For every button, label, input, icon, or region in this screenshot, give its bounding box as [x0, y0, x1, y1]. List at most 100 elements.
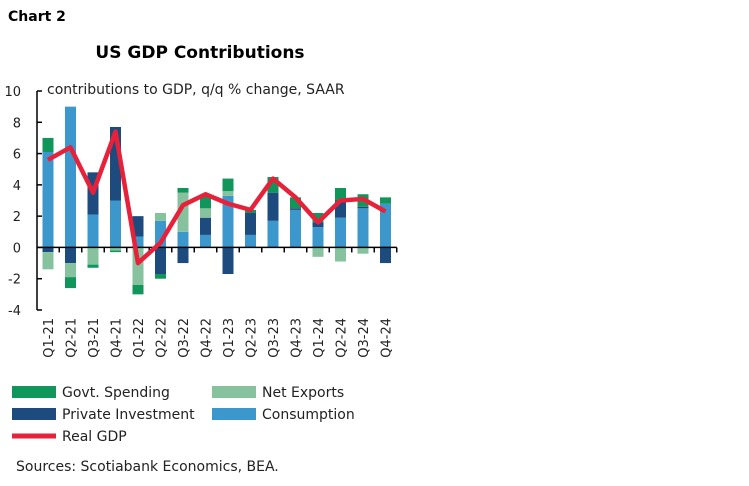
- bar-private-investment-Q2-22: [155, 247, 166, 275]
- bar-consumption-Q3-21: [87, 214, 99, 248]
- x-tick-label: Q1-21: [42, 318, 57, 358]
- bar-consumption-Q4-23: [290, 209, 301, 248]
- bar-private-investment-Q1-24: [312, 222, 324, 228]
- bar-govt-spending-Q1-24: [312, 213, 324, 223]
- legend: Govt. Spending Net Exports Private Investm…: [12, 385, 355, 445]
- bar-govt-spending-Q4-24: [380, 197, 391, 204]
- y-axis: -4 -2 0 2 4 6 8 10: [4, 85, 42, 319]
- gdp-line: [46, 129, 387, 266]
- y-tick-label: -2: [8, 273, 21, 288]
- legend-label: Govt. Spending: [62, 385, 170, 401]
- legend-label: Private Investment: [62, 407, 195, 423]
- chart-label: Chart 2: [8, 9, 66, 25]
- legend-swatch-net-exports: [212, 386, 256, 398]
- bar-net-exports-Q3-24: [357, 247, 369, 254]
- bar-net-exports-Q2-24: [335, 247, 346, 262]
- bar-consumption-Q3-23: [267, 220, 279, 248]
- bar-consumption-Q1-24: [312, 227, 324, 248]
- bar-net-exports-Q4-21: [110, 247, 121, 251]
- bar-govt-spending-Q3-21: [87, 264, 99, 268]
- bar-consumption-Q2-21: [65, 106, 76, 248]
- x-tick-label: Q3-22: [177, 318, 192, 358]
- x-tick-label: Q3-24: [357, 318, 372, 358]
- legend-swatch-consumption: [212, 408, 256, 420]
- bar-net-exports-Q1-21: [42, 252, 54, 270]
- legend-swatch-govt-spending: [12, 386, 56, 398]
- y-tick-label: 2: [13, 210, 21, 225]
- bar-private-investment-Q3-22: [177, 247, 189, 264]
- bar-govt-spending-Q1-21: [42, 137, 54, 153]
- bar-govt-spending-Q4-23: [290, 197, 301, 209]
- x-tick-label: Q4-23: [290, 318, 305, 358]
- line-real-gdp: [46, 129, 387, 266]
- bar-private-investment-Q4-22: [200, 217, 211, 235]
- bar-consumption-Q2-24: [335, 217, 346, 248]
- bar-private-investment-Q3-23: [267, 192, 279, 221]
- bar-consumption-Q3-24: [357, 208, 369, 248]
- bar-govt-spending-Q4-21: [110, 250, 121, 253]
- x-tick-label: Q1-23: [222, 318, 237, 358]
- chart-subtitle: contributions to GDP, q/q % change, SAAR: [47, 82, 345, 98]
- bar-consumption-Q4-22: [200, 234, 211, 248]
- bar-consumption-Q4-24: [380, 203, 391, 248]
- bar-private-investment-Q2-21: [65, 247, 76, 264]
- x-tick-label: Q2-23: [245, 318, 260, 358]
- legend-label: Consumption: [262, 407, 355, 423]
- x-tick-label: Q3-21: [87, 318, 102, 358]
- sources-note: Sources: Scotiabank Economics, BEA.: [16, 459, 279, 475]
- y-tick-label: 10: [4, 85, 21, 100]
- x-axis: Q1-21 Q2-21 Q3-21 Q4-21 Q1-22 Q2-22 Q3-22 Q4-22…: [37, 246, 398, 358]
- bar-private-investment-Q1-21: [42, 247, 54, 253]
- x-tick-label: Q1-24: [312, 318, 327, 358]
- y-tick-label: 0: [13, 241, 21, 256]
- bar-consumption-Q2-22: [155, 220, 166, 248]
- bar-govt-spending-Q2-21: [65, 277, 76, 289]
- bar-consumption-Q1-21: [42, 152, 54, 248]
- chart-title: US GDP Contributions: [95, 43, 304, 63]
- bar-net-exports-Q1-23: [222, 191, 234, 196]
- x-tick-label: Q2-24: [335, 318, 350, 358]
- bar-net-exports-Q1-22: [132, 247, 144, 285]
- bar-net-exports-Q1-24: [312, 247, 324, 257]
- bar-net-exports-Q2-22: [155, 213, 166, 221]
- y-tick-label: 6: [13, 148, 21, 163]
- bar-private-investment-Q4-21: [110, 126, 121, 201]
- bar-private-investment-Q3-24: [357, 206, 369, 209]
- bar-net-exports-Q3-21: [87, 247, 99, 265]
- legend-label: Net Exports: [262, 385, 344, 401]
- bar-net-exports-Q2-21: [65, 263, 76, 278]
- bar-private-investment-Q4-23: [290, 208, 301, 210]
- bar-govt-spending-Q4-22: [200, 195, 211, 209]
- x-tick-label: Q4-22: [200, 318, 215, 358]
- bar-consumption-Q1-23: [222, 195, 234, 248]
- bar-govt-spending-Q3-23: [267, 177, 279, 193]
- x-tick-label: Q4-21: [110, 318, 125, 358]
- bar-consumption-Q4-21: [110, 200, 121, 248]
- y-tick-label: -4: [8, 304, 21, 319]
- bar-consumption-Q2-23: [245, 234, 256, 248]
- x-tick-label: Q2-21: [65, 318, 80, 358]
- x-tick-label: Q3-23: [267, 318, 282, 358]
- bar-private-investment-Q4-24: [380, 247, 391, 264]
- bar-consumption-Q3-22: [177, 231, 189, 248]
- bar-govt-spending-Q2-22: [155, 274, 166, 279]
- x-tick-label: Q2-22: [155, 318, 170, 358]
- bar-consumption-Q1-22: [132, 236, 144, 248]
- legend-label: Real GDP: [62, 429, 127, 445]
- bar-net-exports-Q3-22: [177, 192, 189, 232]
- bar-govt-spending-Q1-22: [132, 284, 144, 295]
- bar-govt-spending-Q3-22: [177, 187, 189, 193]
- bar-private-investment-Q2-24: [335, 200, 346, 218]
- x-tick-label: Q4-24: [380, 318, 395, 358]
- x-tick-label: Q1-22: [132, 318, 147, 358]
- bar-private-investment-Q1-23: [222, 247, 234, 275]
- bar-private-investment-Q2-23: [245, 213, 256, 235]
- bar-govt-spending-Q2-24: [335, 187, 346, 201]
- y-tick-label: 4: [13, 179, 21, 194]
- bars: [42, 106, 391, 295]
- bar-net-exports-Q4-22: [200, 208, 211, 218]
- bar-private-investment-Q1-22: [132, 216, 144, 237]
- y-tick-label: 8: [13, 116, 21, 131]
- bar-govt-spending-Q1-23: [222, 178, 234, 192]
